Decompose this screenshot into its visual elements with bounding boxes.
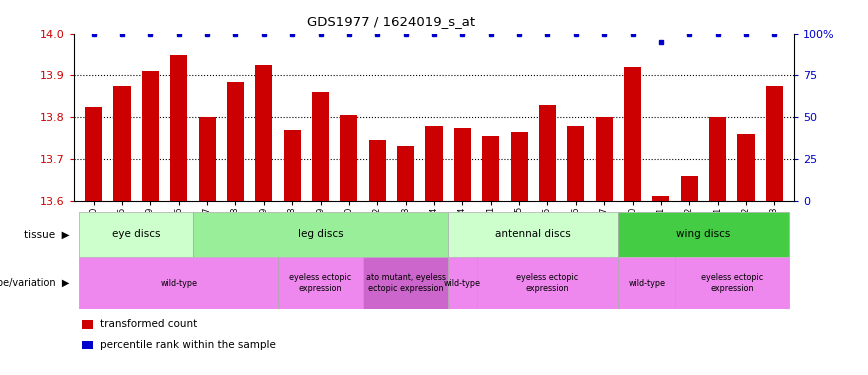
Text: wing discs: wing discs: [676, 230, 731, 239]
Bar: [284, 130, 300, 201]
Bar: [80, 257, 278, 309]
Bar: [141, 71, 159, 201]
Bar: [80, 212, 193, 257]
Bar: [653, 196, 669, 201]
Text: ato mutant, eyeless
ectopic expression: ato mutant, eyeless ectopic expression: [365, 273, 445, 293]
Text: percentile rank within the sample: percentile rank within the sample: [100, 340, 276, 350]
Bar: [85, 107, 102, 201]
Bar: [483, 136, 499, 201]
Bar: [114, 86, 130, 201]
Text: wild-type: wild-type: [628, 279, 665, 288]
Bar: [709, 117, 727, 201]
Text: eyeless ectopic
expression: eyeless ectopic expression: [700, 273, 763, 293]
Bar: [595, 117, 613, 201]
Bar: [193, 212, 448, 257]
Text: wild-type: wild-type: [161, 279, 197, 288]
Bar: [738, 134, 754, 201]
Bar: [312, 92, 329, 201]
Text: eyeless ectopic
expression: eyeless ectopic expression: [516, 273, 579, 293]
Bar: [675, 257, 788, 309]
Text: genotype/variation  ▶: genotype/variation ▶: [0, 278, 69, 288]
Bar: [766, 86, 783, 201]
Text: GDS1977 / 1624019_s_at: GDS1977 / 1624019_s_at: [306, 15, 475, 28]
Bar: [448, 212, 618, 257]
Bar: [425, 126, 443, 201]
Bar: [477, 257, 618, 309]
Bar: [278, 257, 363, 309]
Bar: [227, 82, 244, 201]
Bar: [170, 55, 187, 201]
Text: tissue  ▶: tissue ▶: [23, 230, 69, 239]
Bar: [398, 146, 414, 201]
Bar: [340, 115, 358, 201]
Text: eyeless ectopic
expression: eyeless ectopic expression: [289, 273, 352, 293]
Bar: [568, 126, 584, 201]
Bar: [369, 140, 385, 201]
Bar: [510, 132, 528, 201]
Bar: [363, 257, 448, 309]
Bar: [448, 257, 477, 309]
Bar: [255, 65, 273, 201]
Bar: [539, 105, 556, 201]
Bar: [618, 257, 675, 309]
Text: eye discs: eye discs: [112, 230, 161, 239]
Text: wild-type: wild-type: [444, 279, 481, 288]
Bar: [199, 117, 215, 201]
Text: transformed count: transformed count: [100, 320, 197, 329]
Bar: [681, 176, 698, 201]
Text: antennal discs: antennal discs: [496, 230, 571, 239]
Bar: [618, 212, 788, 257]
Bar: [454, 128, 470, 201]
Bar: [624, 67, 641, 201]
Text: leg discs: leg discs: [298, 230, 344, 239]
